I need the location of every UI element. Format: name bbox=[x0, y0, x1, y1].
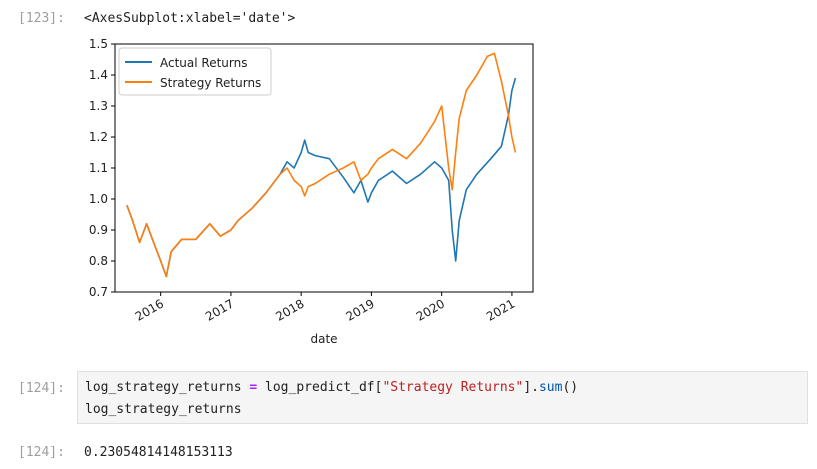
series-line-actual-returns bbox=[126, 77, 517, 278]
legend-label-strategy-returns: Strategy Returns bbox=[160, 76, 261, 90]
output-prompt-124: [124]: bbox=[18, 445, 65, 460]
code-line-2: log_strategy_returns bbox=[85, 402, 242, 417]
strategy-returns-sum-output: 0.23054814148153113 bbox=[84, 445, 233, 460]
code-line-1: log_strategy_returns = log_predict_df["S… bbox=[85, 380, 579, 395]
x-tick-label: 2019 bbox=[343, 296, 376, 323]
y-tick-label: 0.9 bbox=[89, 223, 108, 237]
legend-box bbox=[118, 47, 272, 96]
legend: Actual Returns Strategy Returns bbox=[118, 47, 272, 96]
x-axis: 2016 2017 2018 2019 2020 2021 bbox=[133, 292, 517, 324]
code-cell-input[interactable]: log_strategy_returns = log_predict_df["S… bbox=[77, 371, 808, 424]
y-tick-label: 1.3 bbox=[89, 99, 108, 113]
y-tick-label: 1.4 bbox=[89, 68, 108, 82]
x-tick-label: 2021 bbox=[484, 296, 517, 323]
y-tick-label: 1.2 bbox=[89, 130, 108, 144]
input-prompt-124: [124]: bbox=[18, 381, 65, 396]
axes-subplot-repr: <AxesSubplot:xlabel='date'> bbox=[84, 11, 296, 26]
y-tick-label: 0.8 bbox=[89, 254, 108, 268]
y-tick-label: 1.0 bbox=[89, 192, 108, 206]
y-tick-label: 1.1 bbox=[89, 161, 108, 175]
x-axis-label: date bbox=[310, 332, 337, 346]
x-tick-label: 2018 bbox=[273, 296, 306, 323]
plot-lines bbox=[126, 52, 517, 278]
legend-label-actual-returns: Actual Returns bbox=[160, 56, 247, 70]
y-tick-label: 0.7 bbox=[89, 285, 108, 299]
x-tick-label: 2020 bbox=[414, 296, 447, 323]
x-tick-label: 2017 bbox=[203, 296, 236, 323]
y-axis: 0.7 0.8 0.9 1.0 1.1 1.2 1.3 1.4 1.5 bbox=[89, 37, 115, 299]
output-prompt-123: [123]: bbox=[18, 11, 65, 26]
returns-line-chart: 0.7 0.8 0.9 1.0 1.1 1.2 1.3 1.4 1.5 2016 2017 2018… bbox=[89, 37, 534, 346]
y-tick-label: 1.5 bbox=[89, 37, 108, 51]
series-line-strategy-returns bbox=[126, 52, 517, 278]
x-tick-label: 2016 bbox=[133, 296, 166, 323]
